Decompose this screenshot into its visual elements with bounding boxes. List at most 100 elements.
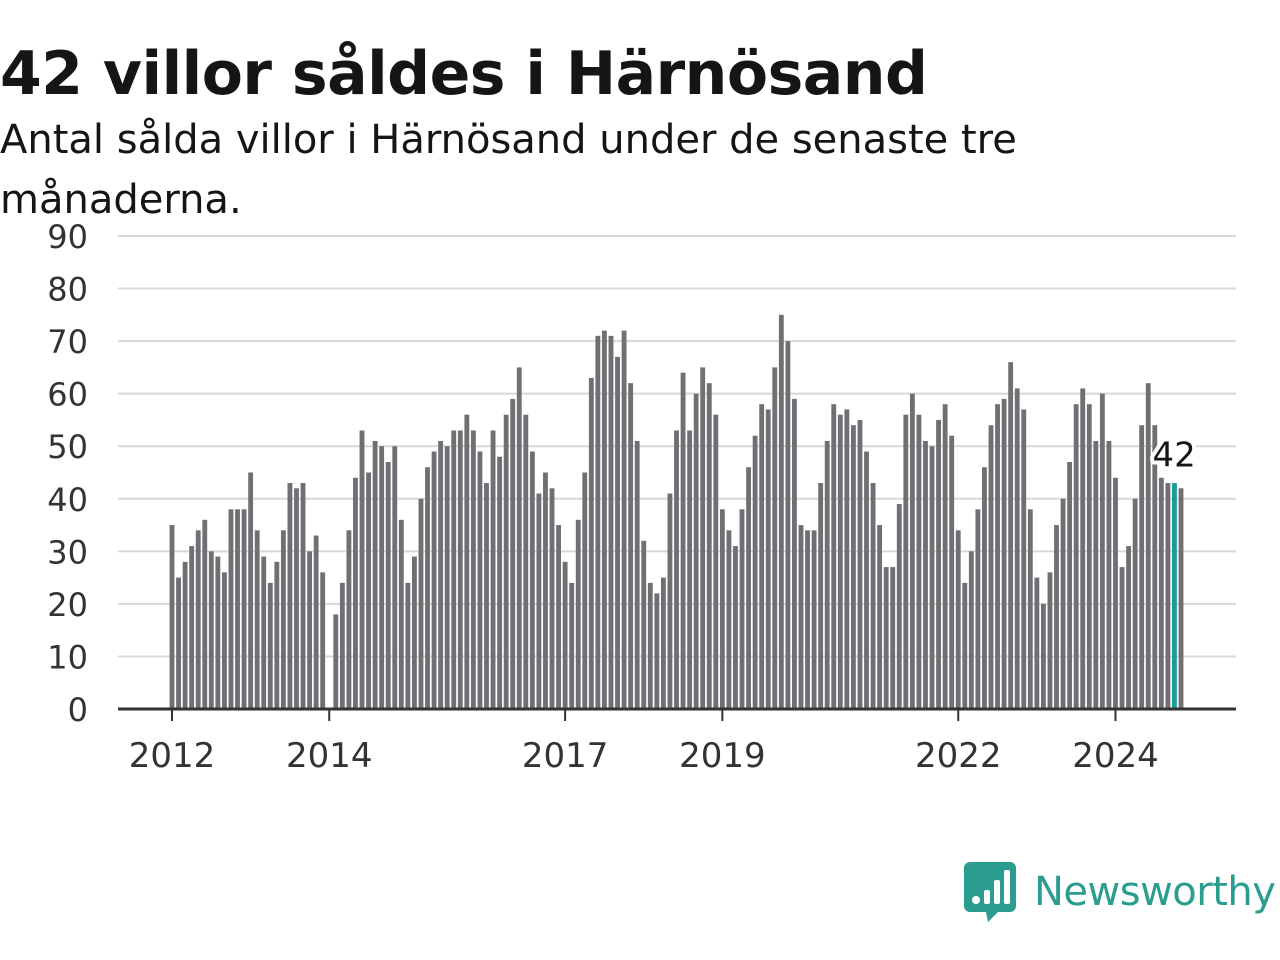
x-tick-label: 2017 [522, 736, 609, 776]
bar [798, 525, 804, 709]
y-tick-label: 20 [47, 586, 88, 624]
bar [733, 546, 738, 709]
bar [962, 582, 968, 709]
bar [936, 419, 941, 709]
bar [431, 451, 437, 709]
bar [1099, 393, 1105, 709]
bar [700, 367, 706, 709]
bar [1027, 509, 1033, 709]
chart-subtitle: Antal sålda villor i Härnösand under de … [0, 117, 1017, 223]
bar [890, 567, 896, 709]
bar [470, 430, 476, 709]
bar [995, 404, 1000, 709]
x-tick-label: 2019 [679, 736, 766, 776]
bar [339, 582, 345, 709]
bar [588, 377, 594, 709]
bar [844, 409, 850, 709]
bar [529, 451, 535, 709]
bar [176, 577, 181, 709]
bar [523, 414, 529, 709]
bar [1080, 388, 1086, 709]
bar [1054, 525, 1059, 709]
bar [484, 483, 489, 709]
bar [510, 398, 516, 709]
bar [765, 409, 771, 709]
bar [687, 430, 693, 709]
bar [850, 425, 856, 709]
bars [169, 314, 1184, 709]
bar [1034, 577, 1040, 709]
bar [778, 314, 784, 709]
bar [1158, 477, 1164, 709]
bar [831, 404, 837, 709]
bar [1014, 388, 1020, 709]
bar [248, 472, 254, 709]
bar [189, 546, 195, 709]
bar [883, 567, 889, 709]
bar [759, 404, 765, 709]
x-axis-ticks: 2012 2014 2017 2019 2022 2024 [129, 709, 1159, 776]
bar [169, 525, 175, 709]
bar [1132, 498, 1138, 709]
bar [569, 582, 575, 709]
bar [1040, 603, 1046, 709]
bar [608, 335, 614, 709]
bar [562, 561, 568, 709]
bar [916, 414, 922, 709]
chart-title: 42 villor såldes i Härnösand [0, 39, 928, 109]
bar [379, 446, 385, 709]
bar [1165, 483, 1171, 709]
bar [988, 425, 994, 709]
bar [490, 430, 496, 709]
bar [739, 509, 745, 709]
bar [438, 440, 444, 709]
bar [241, 509, 247, 709]
bar-chart-speech-bubble-icon [964, 862, 1016, 922]
bar [464, 414, 470, 709]
bar [516, 367, 522, 709]
bar [313, 535, 319, 709]
bar [1126, 546, 1132, 709]
highlight-value-label: 42 [1152, 435, 1195, 475]
bar [208, 551, 214, 709]
bar [772, 367, 778, 709]
bar [641, 540, 647, 709]
bar [549, 488, 555, 709]
newsworthy-logo: Newsworthy [964, 862, 1276, 922]
bar [1178, 488, 1184, 709]
bar [1060, 498, 1066, 709]
y-tick-label: 80 [47, 271, 88, 309]
bar [261, 556, 267, 709]
bar [726, 530, 732, 709]
bar [1139, 425, 1145, 709]
bar [824, 440, 830, 709]
bar [228, 509, 234, 709]
bar [680, 372, 686, 709]
bar [444, 446, 450, 709]
brand-name: Newsworthy [1034, 869, 1276, 915]
bar [896, 504, 902, 709]
bar [333, 614, 339, 709]
y-tick-label: 50 [47, 428, 88, 466]
bar [1067, 461, 1073, 709]
bar [909, 393, 915, 709]
bar [451, 430, 457, 709]
bar [870, 483, 876, 709]
x-tick-label: 2024 [1072, 736, 1159, 776]
bar [615, 356, 620, 709]
y-tick-label: 0 [68, 691, 88, 729]
bar [405, 582, 411, 709]
y-tick-label: 10 [47, 638, 88, 676]
bar [398, 519, 404, 709]
bar [477, 451, 483, 709]
bar [864, 451, 869, 709]
bar [267, 582, 273, 709]
bar [346, 530, 352, 709]
y-axis-ticks: 0 10 20 30 40 50 60 70 80 90 [47, 218, 88, 729]
bar [543, 472, 548, 709]
bar [1119, 567, 1125, 709]
bar [628, 383, 634, 709]
y-tick-label: 60 [47, 376, 88, 414]
bar [195, 530, 201, 709]
bar [280, 530, 286, 709]
